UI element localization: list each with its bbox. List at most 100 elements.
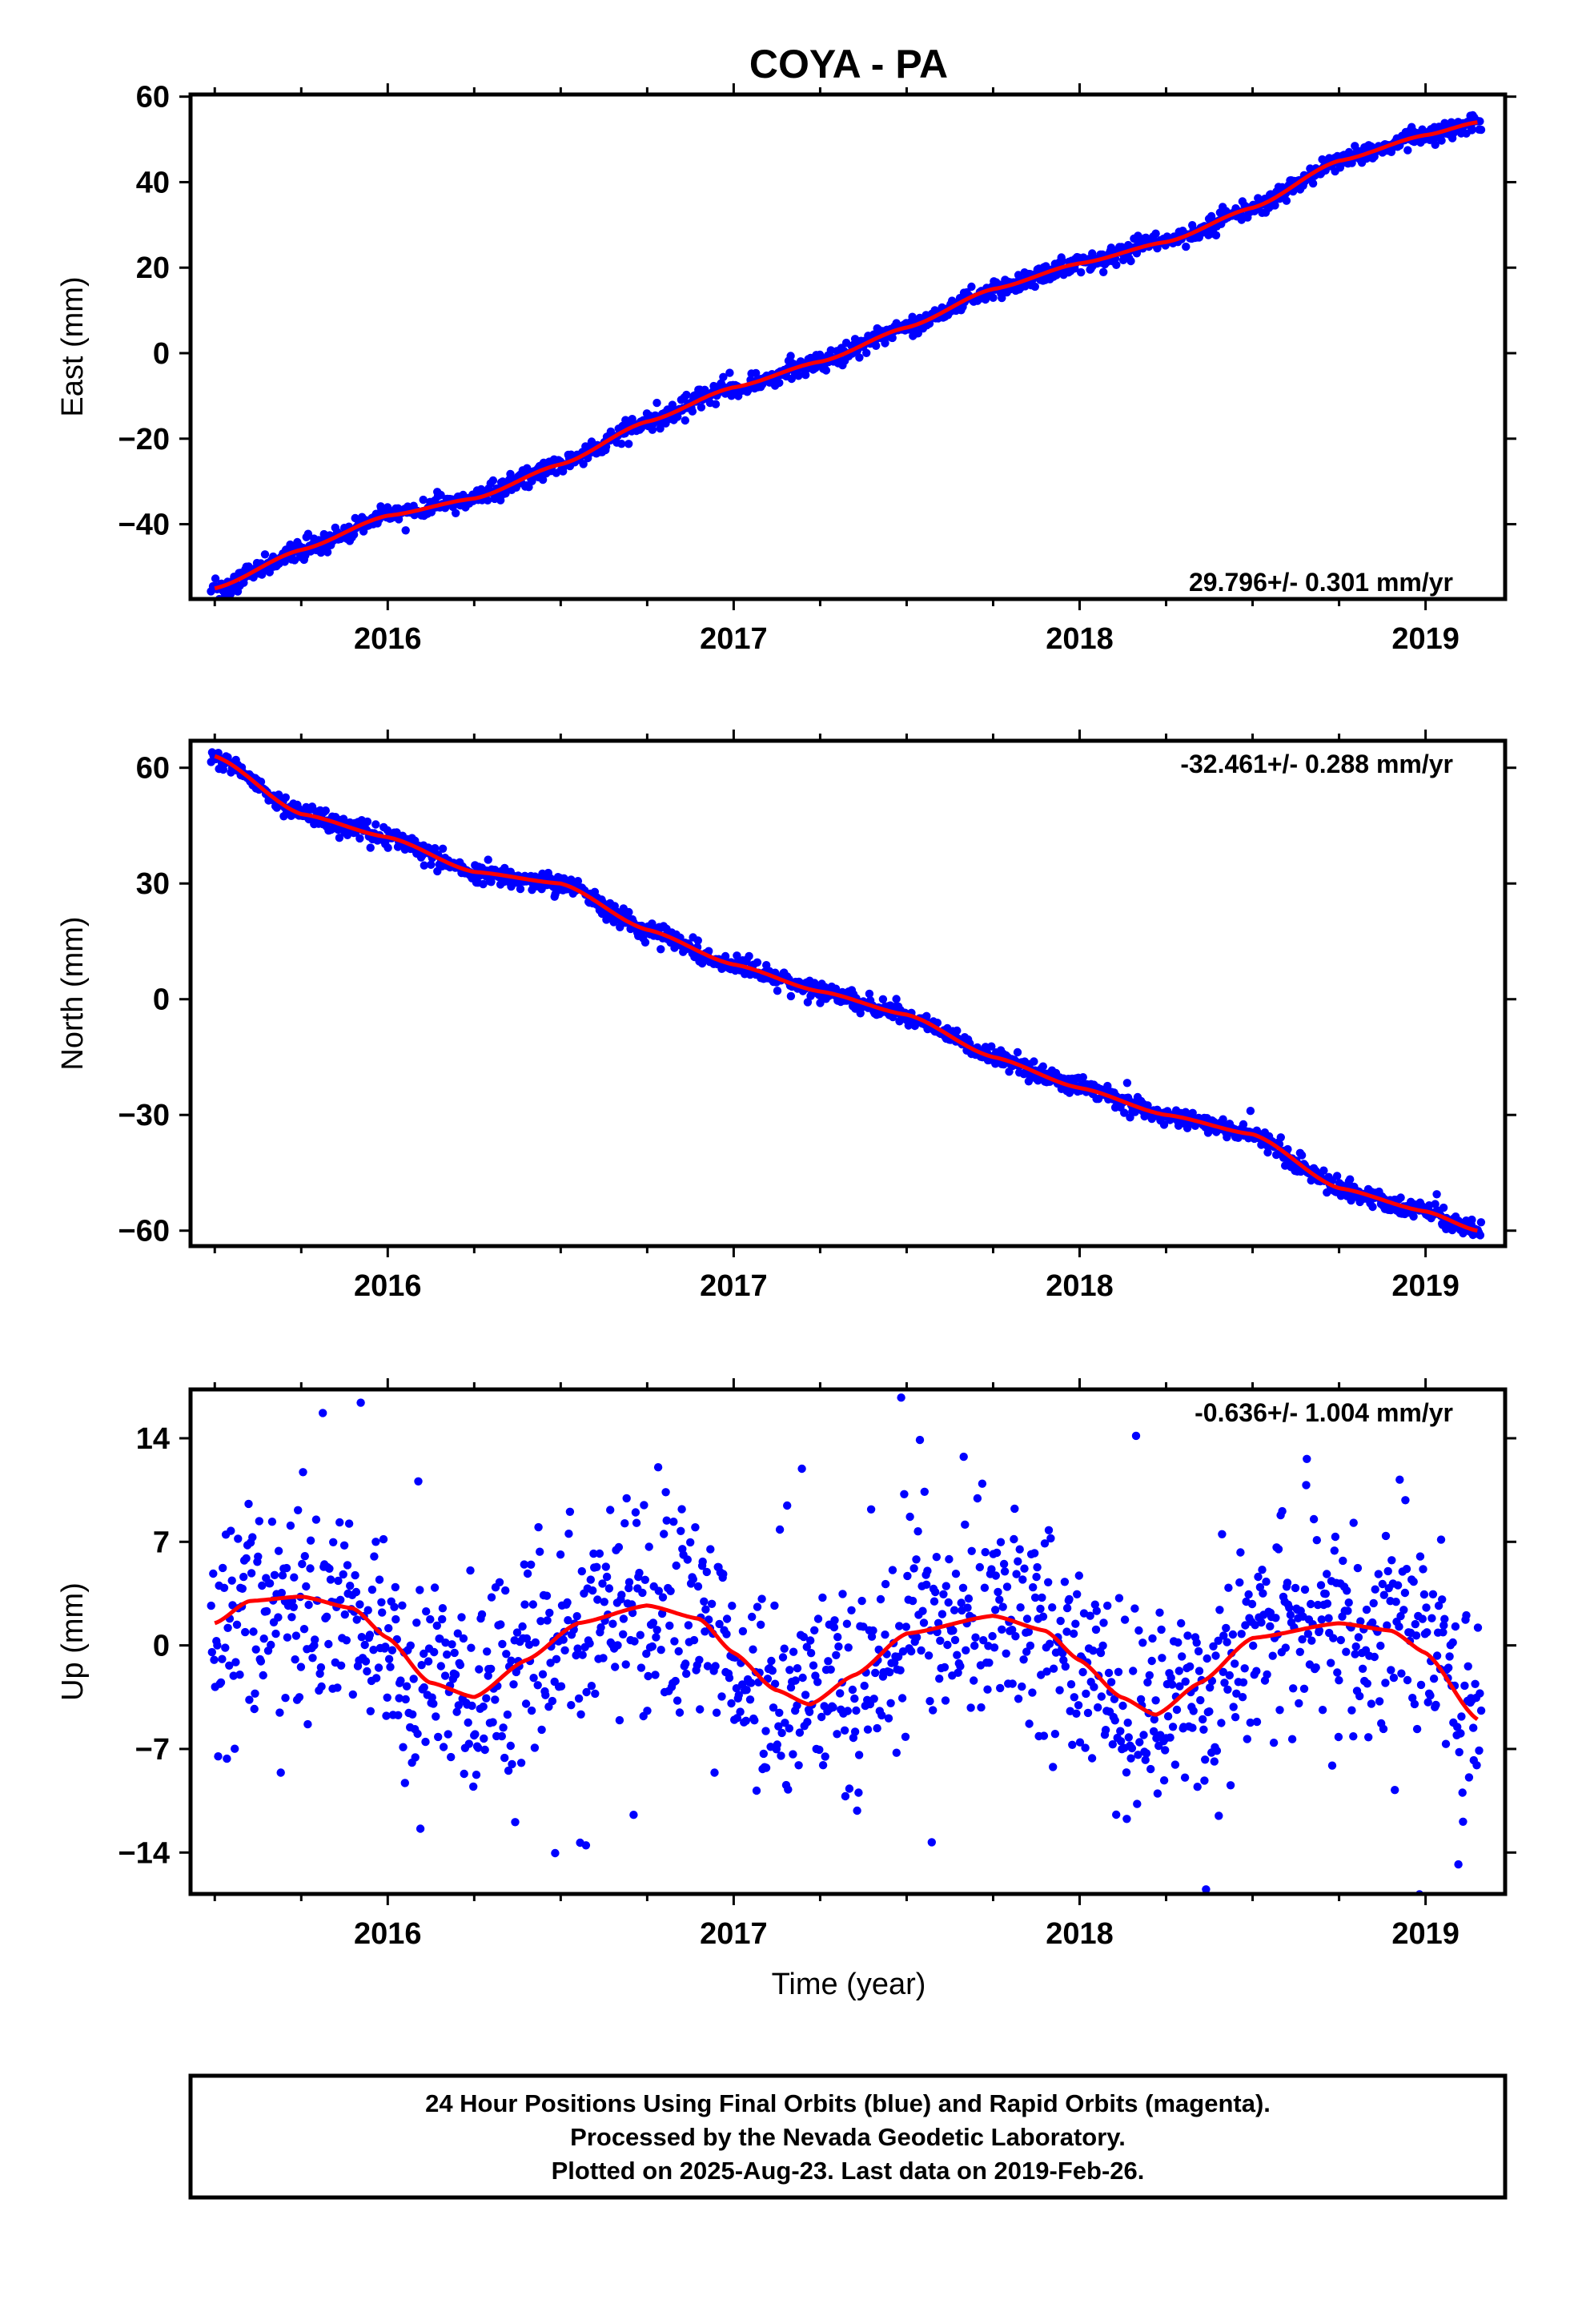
data-point xyxy=(315,1669,324,1679)
data-point xyxy=(888,333,897,343)
data-point xyxy=(439,1743,448,1751)
data-point xyxy=(429,1699,438,1708)
data-point xyxy=(528,1600,537,1609)
data-point xyxy=(897,1694,907,1703)
data-point xyxy=(1059,1655,1068,1665)
data-point xyxy=(834,1642,843,1651)
data-point xyxy=(770,1601,779,1610)
data-point xyxy=(884,1714,893,1723)
data-point xyxy=(741,1716,750,1725)
data-point xyxy=(298,1559,307,1569)
data-point xyxy=(533,1345,541,1353)
data-point xyxy=(1032,1572,1041,1582)
data-point xyxy=(1383,1621,1391,1630)
data-point xyxy=(1145,1671,1154,1680)
data-point xyxy=(1108,1740,1118,1749)
data-point xyxy=(656,945,665,954)
data-point xyxy=(377,1598,386,1607)
data-point xyxy=(267,1518,277,1526)
data-point xyxy=(467,1643,476,1652)
data-point xyxy=(501,1586,510,1595)
data-point xyxy=(604,1584,614,1593)
data-point xyxy=(586,1575,595,1584)
data-point xyxy=(483,1647,492,1656)
data-point xyxy=(742,1686,751,1695)
data-point xyxy=(479,1702,488,1711)
data-point xyxy=(248,1533,257,1542)
data-point xyxy=(551,1848,560,1858)
data-point xyxy=(460,1769,468,1779)
data-point xyxy=(381,1642,390,1651)
y-tick-label: −14 xyxy=(118,1836,170,1870)
plot-frame xyxy=(188,1387,1508,1896)
data-point xyxy=(499,1723,508,1732)
data-point xyxy=(950,1606,959,1614)
data-point xyxy=(915,1435,925,1445)
data-point xyxy=(1363,1679,1372,1688)
data-point xyxy=(420,861,428,870)
data-point xyxy=(1381,1679,1390,1687)
data-point xyxy=(274,1546,283,1555)
data-point xyxy=(830,1616,839,1625)
data-point xyxy=(961,1520,970,1530)
data-point xyxy=(1339,1556,1347,1566)
data-point xyxy=(695,1655,704,1664)
data-point xyxy=(1387,1666,1395,1675)
rate-annotation: -32.461+/- 0.288 mm/yr xyxy=(1180,750,1453,778)
data-point xyxy=(343,1561,352,1570)
data-point xyxy=(1274,1545,1283,1554)
data-point xyxy=(324,1639,333,1649)
data-point xyxy=(1432,1651,1442,1660)
data-point xyxy=(1090,1600,1100,1609)
data-point xyxy=(930,1597,939,1606)
data-point xyxy=(221,1643,230,1652)
data-point xyxy=(225,1661,234,1670)
data-point xyxy=(1142,1749,1151,1758)
x-tick-label: 2017 xyxy=(700,1917,768,1951)
data-point xyxy=(323,548,332,557)
data-point xyxy=(1302,1481,1311,1490)
data-point xyxy=(214,1752,223,1761)
data-point xyxy=(712,1708,721,1717)
data-point xyxy=(256,1657,266,1666)
data-point xyxy=(1130,1898,1138,1906)
data-point xyxy=(1058,1649,1067,1658)
data-point xyxy=(399,1743,408,1751)
data-point xyxy=(1298,1634,1307,1644)
data-point xyxy=(1231,1713,1240,1722)
data-points xyxy=(207,748,1486,1240)
data-point xyxy=(1011,1632,1020,1641)
data-point xyxy=(727,1699,736,1708)
data-point xyxy=(1228,1630,1238,1639)
data-point xyxy=(1381,1531,1391,1541)
data-point xyxy=(1183,1631,1192,1640)
data-point xyxy=(275,1708,284,1717)
data-point xyxy=(287,1613,296,1622)
data-point xyxy=(826,346,836,355)
data-point xyxy=(1252,1667,1261,1675)
data-point xyxy=(512,1628,522,1637)
data-point xyxy=(587,1682,596,1691)
data-point xyxy=(487,1593,496,1602)
data-point xyxy=(991,1571,1001,1580)
data-point xyxy=(901,1622,911,1631)
data-point xyxy=(684,1621,693,1630)
data-point xyxy=(1271,201,1279,210)
data-point xyxy=(342,1636,351,1645)
data-point xyxy=(1439,1621,1448,1630)
data-point xyxy=(1030,1549,1039,1558)
data-point xyxy=(600,1598,608,1606)
data-point xyxy=(488,476,498,485)
data-point xyxy=(406,1641,415,1650)
data-point xyxy=(826,1665,835,1674)
data-point xyxy=(753,958,762,967)
data-point xyxy=(970,1676,978,1685)
data-point xyxy=(644,1542,653,1551)
data-point xyxy=(1247,1599,1257,1609)
data-point xyxy=(1367,1699,1376,1708)
data-point xyxy=(1429,1675,1439,1683)
data-point xyxy=(1441,1739,1451,1748)
data-point xyxy=(1412,1724,1422,1734)
data-point xyxy=(444,1730,452,1739)
data-point xyxy=(1133,1799,1142,1808)
